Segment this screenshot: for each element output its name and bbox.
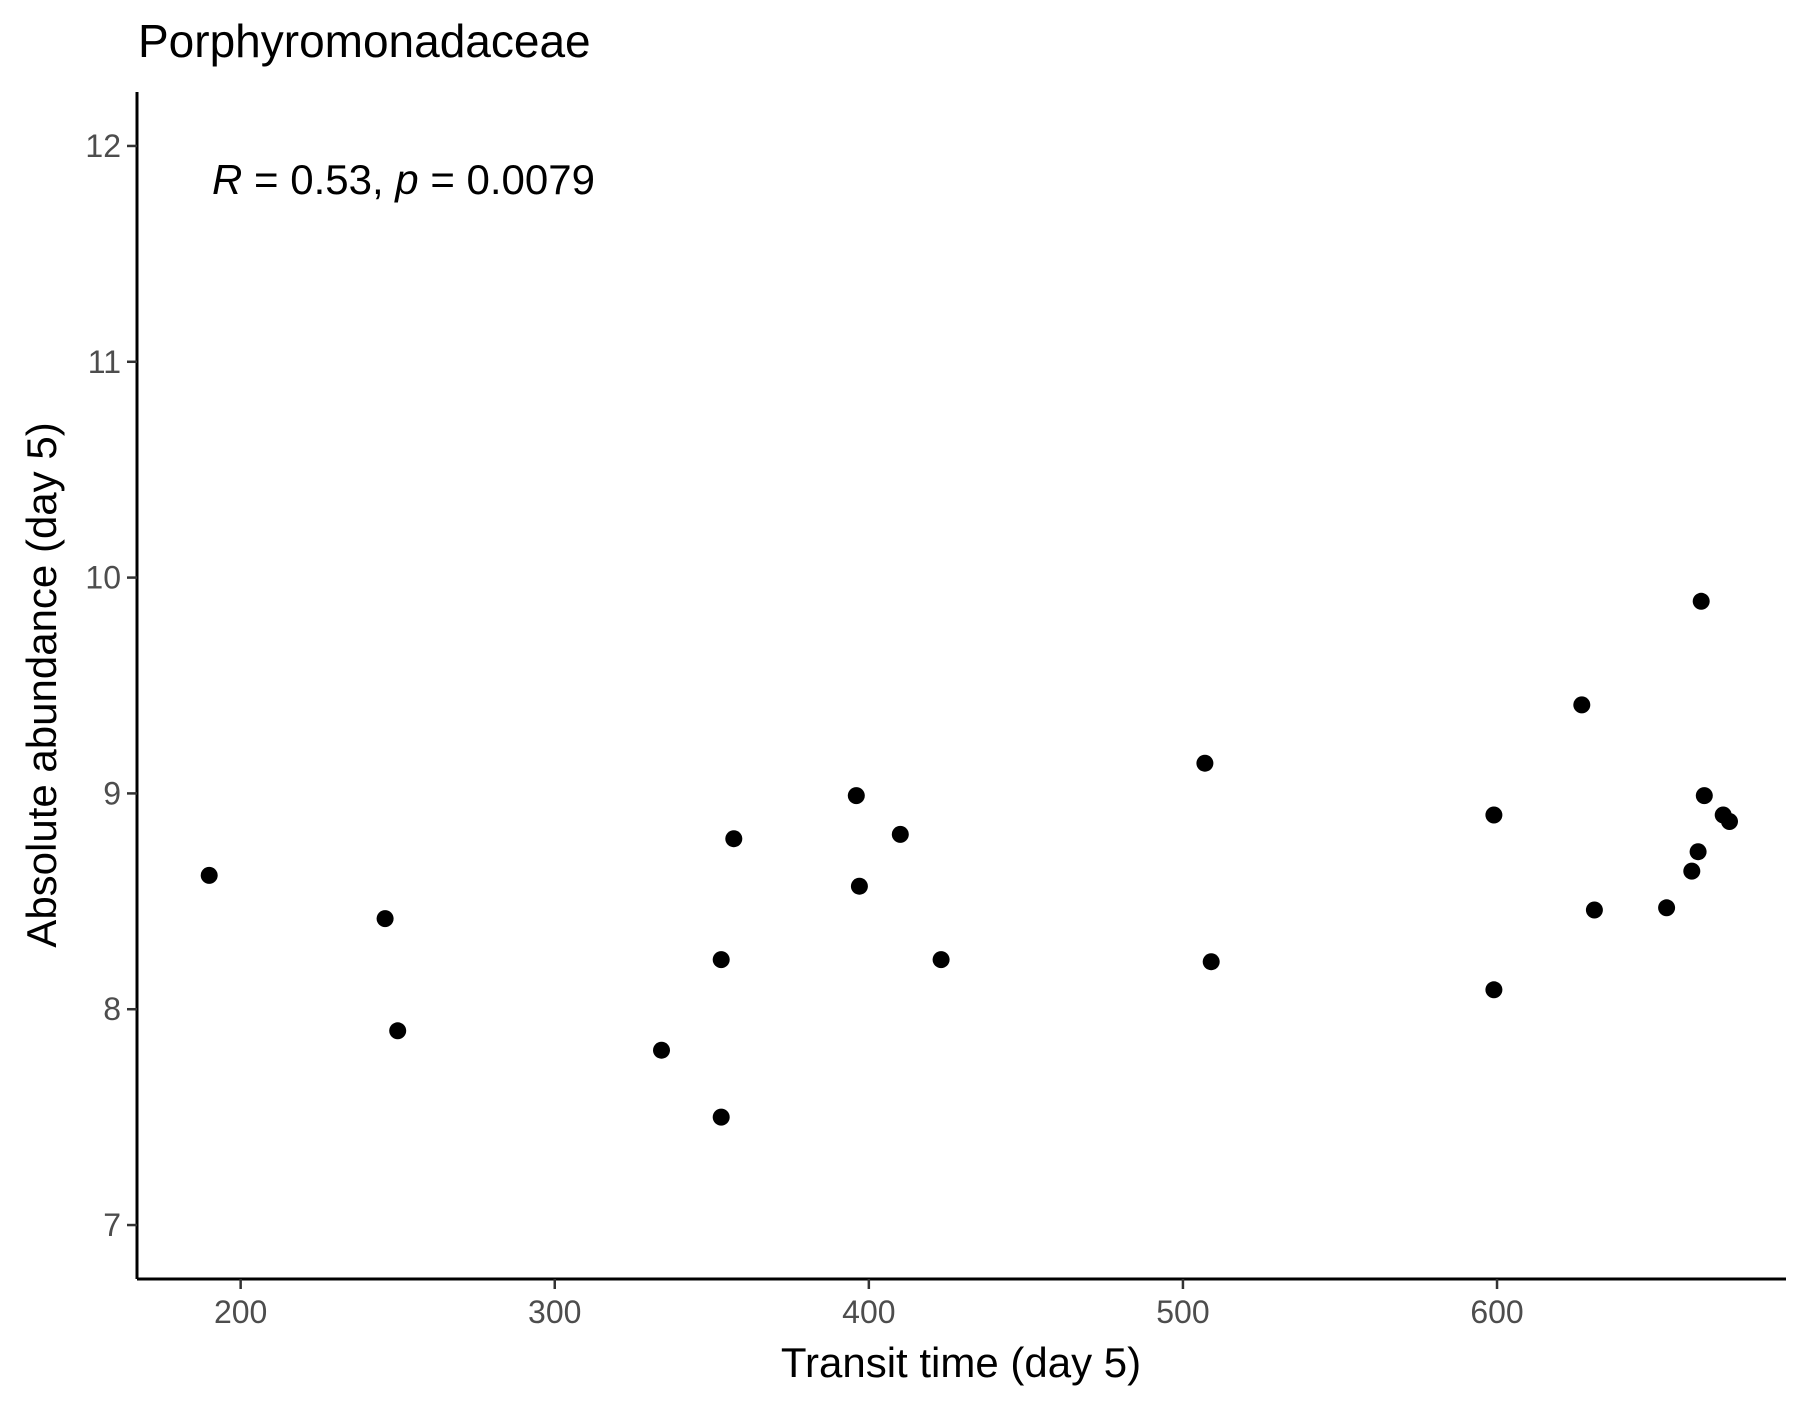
x-tick-label: 300: [528, 1294, 581, 1330]
r-label: R: [212, 156, 242, 203]
data-point: [712, 951, 730, 969]
x-tick-label: 500: [1156, 1294, 1209, 1330]
y-tick-label: 12: [85, 128, 121, 164]
x-axis-title: Transit time (day 5): [781, 1339, 1141, 1386]
data-point: [1683, 862, 1701, 880]
plot-area: [200, 592, 1738, 1126]
chart-title: Porphyromonadaceae: [138, 15, 591, 67]
data-point: [1689, 843, 1707, 861]
data-point: [1573, 696, 1591, 714]
y-tick-label: 11: [88, 344, 121, 380]
data-point: [389, 1022, 407, 1040]
data-point: [1721, 813, 1738, 830]
data-point: [891, 825, 909, 843]
correlation-annotation: R = 0.53, p = 0.0079: [212, 156, 595, 203]
data-point: [725, 830, 743, 848]
data-point: [932, 951, 950, 969]
data-point: [376, 910, 394, 928]
data-point: [1695, 787, 1713, 805]
data-point: [1658, 899, 1676, 917]
x-tick-label: 200: [214, 1294, 267, 1330]
data-point: [200, 866, 218, 884]
data-point: [847, 787, 865, 805]
y-tick-label: 10: [85, 560, 121, 596]
data-point: [1585, 901, 1603, 919]
data-point: [1196, 754, 1214, 772]
y-axis-title: Absolute abundance (day 5): [18, 422, 65, 947]
data-point: [1202, 953, 1220, 971]
data-point: [1692, 592, 1710, 610]
y-tick-label: 7: [103, 1207, 121, 1243]
y-axis-ticks: 7 8 9 10 11 12: [85, 128, 137, 1243]
p-value-text: = 0.0079: [419, 156, 595, 203]
y-tick-label: 9: [103, 775, 121, 811]
data-point: [1485, 806, 1503, 824]
x-tick-label: 400: [842, 1294, 895, 1330]
p-label: p: [393, 156, 418, 203]
data-point: [712, 1108, 730, 1126]
data-point: [850, 877, 868, 895]
data-point: [1485, 981, 1503, 999]
r-value-text: = 0.53,: [242, 156, 395, 203]
data-point: [653, 1041, 670, 1059]
x-axis-ticks: 200 300 400 500 600: [214, 1279, 1524, 1330]
y-tick-label: 8: [103, 991, 121, 1027]
x-tick-label: 600: [1470, 1294, 1523, 1330]
